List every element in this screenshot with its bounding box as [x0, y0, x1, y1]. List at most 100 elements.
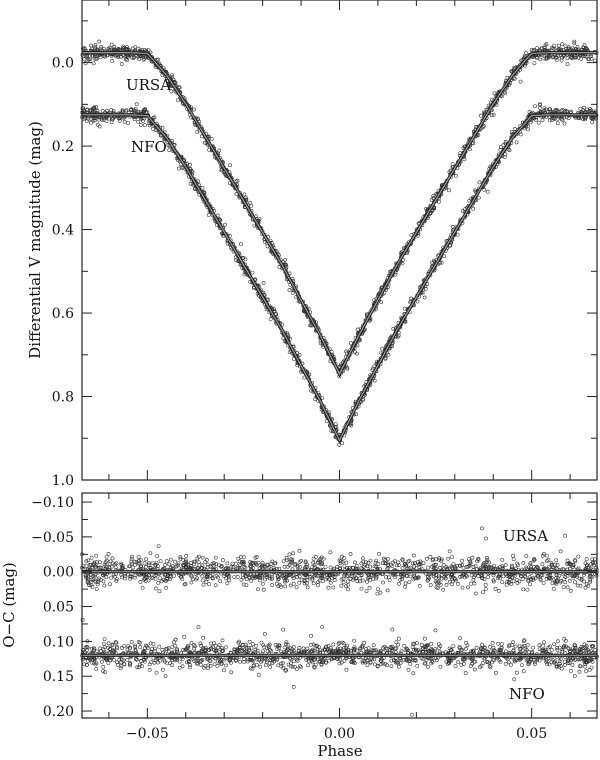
data-point-ursa [87, 562, 92, 567]
data-point-ursa [109, 564, 114, 569]
data-point-ursa [400, 261, 405, 266]
data-point-ursa [176, 98, 180, 103]
data-point-nfo [132, 117, 137, 122]
data-point-ursa [165, 577, 170, 581]
data-point-ursa [98, 560, 102, 565]
data-point-ursa [359, 586, 364, 591]
data-point-ursa [328, 565, 333, 570]
data-point-ursa [241, 561, 246, 566]
data-point-nfo [139, 658, 144, 663]
data-point-ursa [323, 577, 328, 582]
data-point-nfo [129, 640, 134, 644]
data-point-nfo [262, 645, 267, 649]
data-point-ursa [119, 62, 124, 66]
data-point-ursa [408, 565, 413, 570]
data-point-nfo [89, 120, 93, 125]
data-point-ursa [576, 566, 581, 571]
data-point-ursa [484, 536, 488, 541]
data-point-ursa [129, 55, 134, 60]
data-point-nfo [108, 658, 113, 663]
data-point-ursa [95, 56, 100, 61]
data-point-nfo [109, 108, 114, 113]
data-point-ursa [555, 563, 560, 567]
data-point-ursa [190, 566, 195, 571]
data-point-ursa [299, 577, 304, 582]
data-point-ursa [359, 573, 364, 578]
data-point-nfo [584, 669, 588, 674]
data-point-ursa [156, 57, 161, 62]
data-point-ursa [509, 563, 514, 568]
data-point-nfo [204, 656, 209, 661]
data-point-ursa [201, 582, 206, 587]
data-point-ursa [241, 582, 246, 587]
data-point-ursa [579, 577, 584, 582]
data-point-ursa [563, 533, 568, 538]
data-point-ursa [332, 578, 337, 583]
data-point-ursa [279, 584, 284, 589]
data-point-nfo [245, 657, 250, 662]
data-point-ursa [150, 561, 155, 566]
data-point-nfo [276, 663, 281, 668]
data-point-nfo [277, 643, 282, 648]
data-point-ursa [449, 564, 454, 569]
data-point-nfo [184, 660, 189, 665]
data-point-ursa [196, 566, 201, 570]
data-point-nfo [89, 117, 94, 121]
data-point-nfo [126, 121, 130, 126]
data-point-ursa [297, 565, 302, 570]
data-point-ursa [281, 559, 286, 564]
data-point-ursa [95, 582, 100, 587]
data-point-ursa [589, 562, 594, 567]
data-point-ursa [295, 565, 300, 570]
data-point-nfo [114, 646, 119, 651]
data-point-nfo [437, 649, 442, 654]
data-point-ursa [342, 573, 347, 578]
data-point-ursa [364, 589, 369, 594]
data-point-ursa [575, 574, 580, 579]
data-point-ursa [130, 554, 134, 559]
data-point-ursa [290, 559, 295, 564]
data-point-ursa [104, 554, 109, 559]
data-point-ursa [342, 564, 347, 569]
data-point-ursa [518, 79, 523, 84]
data-point-ursa [121, 566, 125, 570]
data-point-ursa [293, 563, 297, 567]
data-point-ursa [238, 555, 243, 559]
data-point-ursa [260, 566, 265, 570]
data-point-ursa [114, 577, 119, 582]
data-point-ursa [164, 559, 169, 564]
data-point-ursa [491, 573, 496, 578]
data-point-ursa [568, 588, 573, 593]
data-point-ursa [254, 575, 259, 580]
data-point-ursa [436, 579, 441, 584]
data-point-ursa [555, 578, 559, 583]
data-point-ursa [318, 575, 323, 580]
data-point-ursa [207, 147, 212, 152]
data-point-nfo [389, 658, 394, 663]
data-point-ursa [94, 553, 99, 558]
data-point-nfo [115, 645, 119, 649]
data-point-ursa [89, 555, 94, 560]
data-point-ursa [436, 199, 441, 204]
data-point-ursa [385, 561, 390, 566]
data-point-ursa [460, 563, 465, 567]
data-point-ursa [287, 288, 292, 292]
data-point-nfo [152, 646, 157, 651]
data-point-ursa [303, 573, 308, 578]
data-point-nfo [242, 272, 247, 277]
data-point-ursa [169, 89, 174, 94]
data-point-nfo [433, 628, 438, 633]
data-point-nfo [111, 657, 116, 662]
data-point-ursa [297, 548, 302, 553]
data-point-nfo [133, 643, 138, 648]
data-point-ursa [360, 578, 365, 583]
data-point-ursa [571, 576, 576, 580]
data-point-nfo [560, 108, 565, 112]
data-point-ursa [456, 581, 460, 586]
data-point-nfo [415, 664, 420, 668]
data-point-ursa [304, 581, 309, 586]
data-point-ursa [244, 573, 249, 578]
data-point-ursa [470, 555, 475, 560]
data-point-ursa [515, 578, 519, 582]
data-point-ursa [485, 575, 490, 579]
